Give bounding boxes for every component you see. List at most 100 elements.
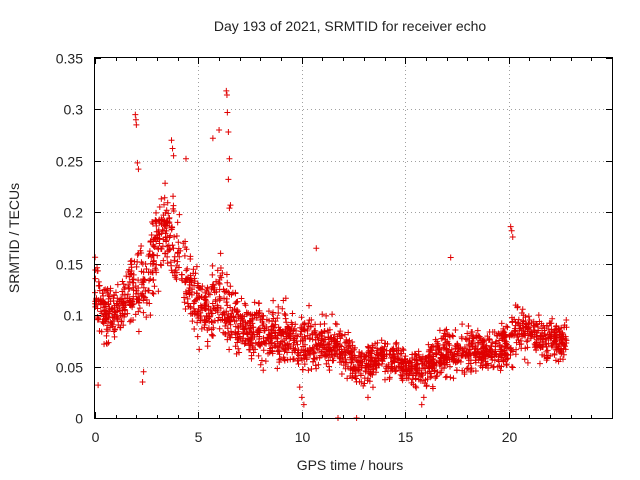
data-point xyxy=(255,352,262,359)
data-point xyxy=(552,357,559,364)
data-point xyxy=(493,338,500,345)
data-point xyxy=(168,262,175,269)
data-point xyxy=(389,359,396,366)
data-point xyxy=(223,87,230,94)
data-point xyxy=(485,364,492,371)
data-point xyxy=(519,333,526,340)
data-point xyxy=(345,363,352,370)
data-point xyxy=(162,223,169,230)
data-point xyxy=(487,346,494,353)
data-point xyxy=(281,337,288,344)
data-point xyxy=(185,287,192,294)
data-point xyxy=(187,275,194,282)
data-point xyxy=(535,312,542,319)
data-point xyxy=(423,361,430,368)
data-point xyxy=(443,326,450,333)
data-point xyxy=(127,297,134,304)
data-point xyxy=(344,375,351,382)
data-point xyxy=(156,204,163,211)
data-point xyxy=(318,330,325,337)
data-point xyxy=(148,231,155,238)
data-point xyxy=(182,238,189,245)
data-point xyxy=(302,351,309,358)
data-point xyxy=(386,351,393,358)
data-point xyxy=(478,356,485,363)
data-point xyxy=(128,261,135,268)
data-point xyxy=(96,328,103,335)
data-point xyxy=(539,344,546,351)
data-point xyxy=(553,337,560,344)
data-point xyxy=(382,368,389,375)
data-point xyxy=(301,341,308,348)
data-point xyxy=(331,331,338,338)
data-point xyxy=(298,394,305,401)
data-point xyxy=(173,232,180,239)
data-point xyxy=(142,260,149,267)
data-point xyxy=(95,382,102,389)
data-point xyxy=(205,310,212,317)
data-point xyxy=(427,351,434,358)
data-point xyxy=(202,317,209,324)
data-point xyxy=(100,304,107,311)
y-tick-label: 0.2 xyxy=(64,205,84,221)
data-point xyxy=(373,361,380,368)
data-point xyxy=(432,336,439,343)
data-point xyxy=(479,362,486,369)
data-point xyxy=(216,297,223,304)
data-point xyxy=(464,330,471,337)
data-point xyxy=(484,333,491,340)
data-point xyxy=(232,330,239,337)
data-point xyxy=(414,367,421,374)
data-point xyxy=(349,353,356,360)
data-point xyxy=(151,283,158,290)
data-point xyxy=(106,310,113,317)
data-point xyxy=(125,285,132,292)
y-tick-label: 0 xyxy=(75,411,83,427)
data-point xyxy=(369,371,376,378)
data-point xyxy=(360,382,367,389)
data-point xyxy=(119,312,126,319)
data-point xyxy=(300,346,307,353)
data-point xyxy=(224,109,231,116)
data-point xyxy=(488,354,495,361)
data-point xyxy=(100,292,107,299)
data-point xyxy=(243,331,250,338)
data-point xyxy=(275,303,282,310)
data-point xyxy=(302,347,309,354)
data-point xyxy=(168,137,175,144)
data-point xyxy=(436,327,443,334)
data-point xyxy=(158,216,165,223)
data-point xyxy=(160,227,167,234)
data-point xyxy=(497,367,504,374)
data-point xyxy=(198,304,205,311)
data-point xyxy=(105,295,112,302)
data-point xyxy=(140,309,147,316)
data-point xyxy=(232,289,239,296)
data-point xyxy=(553,341,560,348)
data-point xyxy=(145,253,152,260)
data-point xyxy=(173,269,180,276)
data-point xyxy=(164,253,171,260)
data-point xyxy=(226,317,233,324)
data-point xyxy=(518,345,525,352)
data-point xyxy=(143,314,150,321)
data-point xyxy=(187,255,194,262)
data-point xyxy=(155,246,162,253)
data-point xyxy=(390,345,397,352)
data-point xyxy=(252,339,259,346)
data-point xyxy=(208,285,215,292)
data-point xyxy=(500,357,507,364)
data-point xyxy=(126,273,133,280)
data-point xyxy=(301,333,308,340)
data-point xyxy=(175,239,182,246)
data-point xyxy=(319,333,326,340)
data-point xyxy=(109,321,116,328)
data-point xyxy=(103,303,110,310)
data-point xyxy=(562,335,569,342)
data-point xyxy=(316,354,323,361)
data-point xyxy=(367,368,374,375)
data-point xyxy=(116,308,123,315)
data-point xyxy=(318,337,325,344)
data-point xyxy=(209,271,216,278)
data-point xyxy=(443,373,450,380)
